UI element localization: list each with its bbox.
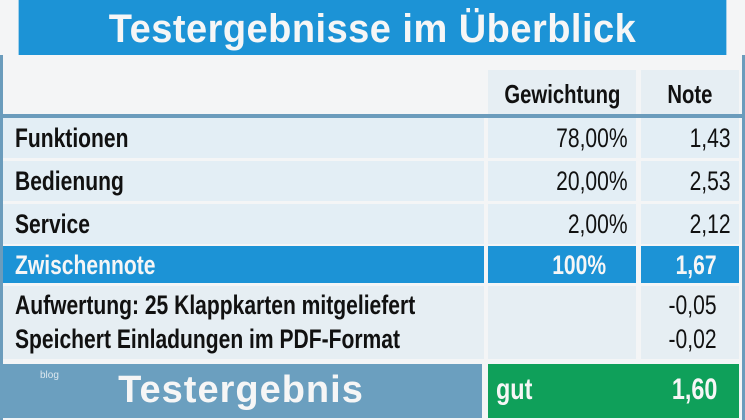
header-divider (0, 114, 745, 118)
adjustment-value: -0,05 (668, 290, 717, 320)
adjustment-value: -0,02 (668, 324, 717, 354)
adjustments-labels: Aufwertung: 25 Klappkarten mitgeliefert … (3, 286, 484, 359)
adjustments-weight-empty (488, 286, 636, 359)
table-cell-weight: 20,00% (488, 161, 636, 201)
column-header-grade: Note (641, 70, 739, 118)
adjustments-values: -0,05 -0,02 (641, 286, 739, 359)
table-cell-weight: 2,00% (488, 204, 636, 244)
subtotal-label: Zwischennote (3, 246, 484, 283)
table-row-label: Funktionen (3, 118, 484, 158)
table-row-label: Bedienung (3, 161, 484, 201)
adjustment-label: Aufwertung: 25 Klappkarten mitgeliefert (15, 290, 416, 320)
table-row-label: Service (3, 204, 484, 244)
table-cell-weight: 78,00% (488, 118, 636, 158)
results-table (0, 55, 745, 420)
watermark: blog (40, 370, 59, 381)
table-cell-grade: 2,53 (641, 161, 739, 201)
column-header-weight: Gewichtung (488, 70, 636, 118)
subtotal-grade: 1,67 (641, 246, 739, 283)
result-verdict: gut (496, 373, 533, 406)
page-title: Testergebnisse im Überblick (18, 0, 727, 55)
result-grade-box: gut 1,60 (488, 364, 739, 418)
table-cell-grade: 2,12 (641, 204, 739, 244)
result-grade: 1,60 (671, 373, 717, 406)
result-label: blog Testergebnis (0, 364, 482, 418)
subtotal-weight: 100% (488, 246, 636, 283)
adjustment-label: Speichert Einladungen im PDF-Format (15, 324, 400, 354)
table-cell-grade: 1,43 (641, 118, 739, 158)
